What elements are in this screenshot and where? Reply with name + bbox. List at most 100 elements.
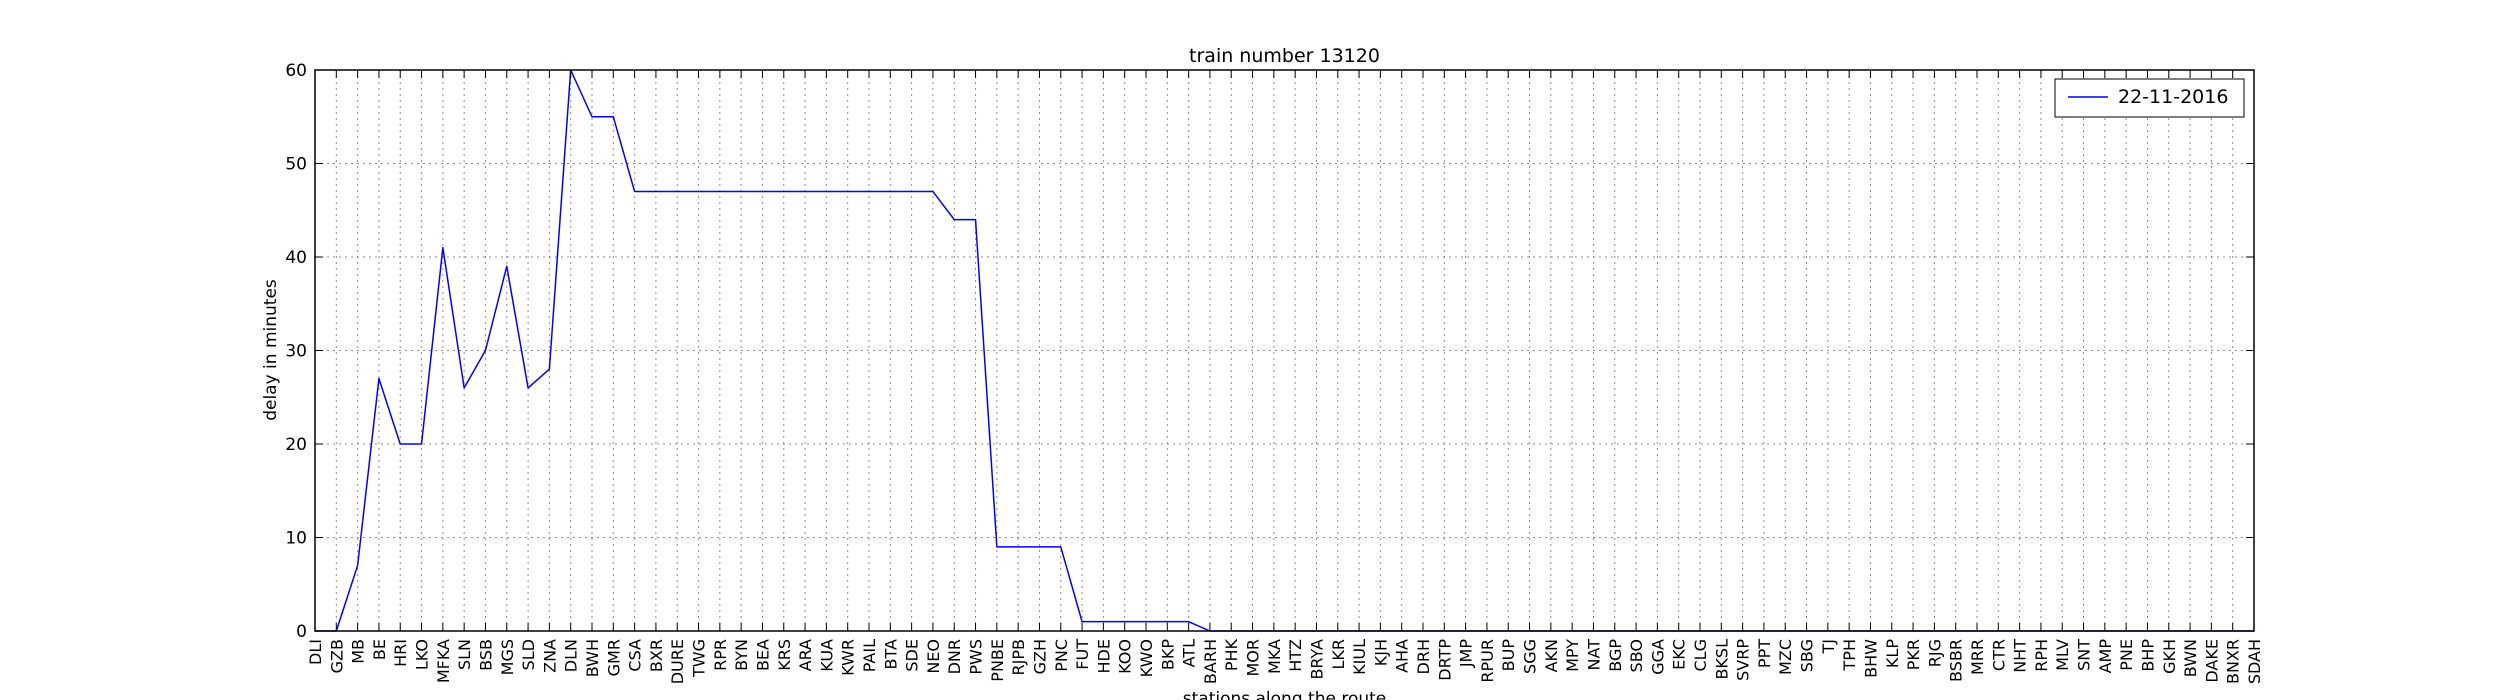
y-tick-label: 0 xyxy=(296,622,307,642)
x-tick-label: MGS xyxy=(498,639,517,675)
data-point xyxy=(591,115,594,118)
x-tick-label: KIUL xyxy=(1350,639,1369,675)
x-tick-label: TWG xyxy=(690,639,709,678)
x-tick-label: NAT xyxy=(1584,639,1603,671)
x-tick-label: PNC xyxy=(1052,639,1071,672)
x-tick-label: GKH xyxy=(2160,639,2179,674)
x-tick-label: KRS xyxy=(775,639,794,671)
x-tick-label: LKR xyxy=(1329,639,1348,670)
x-tick-label: DRTP xyxy=(1435,639,1454,681)
x-tick-label: KUA xyxy=(817,639,836,672)
x-tick-label: BSBR xyxy=(1947,639,1966,682)
x-tick-label: EKC xyxy=(1670,639,1689,670)
data-point xyxy=(633,190,636,193)
data-point xyxy=(676,190,679,193)
data-point xyxy=(804,190,807,193)
data-point xyxy=(612,115,615,118)
x-tick-label: BXR xyxy=(647,639,666,672)
x-tick-label: CSA xyxy=(626,639,645,672)
x-tick-label: LKO xyxy=(413,639,432,670)
data-point xyxy=(825,190,828,193)
x-tick-label: SDE xyxy=(903,639,922,672)
data-point xyxy=(356,564,359,567)
legend: 22-11-2016 xyxy=(2054,78,2245,118)
data-point xyxy=(1145,620,1148,623)
x-tick-label: MOR xyxy=(1244,639,1263,677)
data-point xyxy=(548,368,551,371)
x-tick-label: RPH xyxy=(2032,639,2051,672)
y-tick-label: 60 xyxy=(285,61,307,81)
x-tick-label: ARA xyxy=(796,639,815,671)
x-tick-label: MZC xyxy=(1776,639,1795,675)
x-tick-label: BKP xyxy=(1158,639,1177,670)
y-tick-label: 40 xyxy=(285,248,307,268)
x-tick-label: RJG xyxy=(1925,639,1944,667)
x-tick-label: DLI xyxy=(306,639,325,665)
data-point xyxy=(740,190,743,193)
x-tick-label: SLN xyxy=(455,639,474,670)
x-tick-label: KLP xyxy=(1883,639,1902,668)
x-tick-label: BE xyxy=(370,639,389,660)
x-tick-label: AHA xyxy=(1393,639,1412,673)
x-tick-label: BUP xyxy=(1499,639,1518,672)
x-tick-label: SGG xyxy=(1521,639,1540,674)
x-tick-label: NEO xyxy=(924,639,943,674)
data-point xyxy=(953,218,956,221)
data-point xyxy=(761,190,764,193)
x-tick-label: DURE xyxy=(668,639,687,684)
x-tick-label: SNT xyxy=(2075,639,2094,671)
x-tick-label: SVRP xyxy=(1734,639,1753,681)
data-point xyxy=(1081,620,1084,623)
x-tick-label: PWS xyxy=(967,639,986,675)
data-point xyxy=(889,190,892,193)
data-point xyxy=(399,443,402,446)
data-point xyxy=(654,190,657,193)
x-tick-label: BKSL xyxy=(1712,639,1731,680)
legend-box xyxy=(2054,78,2245,118)
data-point xyxy=(782,190,785,193)
data-point xyxy=(441,246,444,249)
y-tick-label: 50 xyxy=(285,155,307,175)
data-point xyxy=(995,545,998,548)
x-tick-label: BRYA xyxy=(1307,639,1326,680)
x-tick-label: RJPB xyxy=(1009,639,1028,675)
x-axis-label: stations along the route xyxy=(1183,689,1387,700)
x-tick-label: DRH xyxy=(1414,639,1433,674)
data-point xyxy=(974,218,977,221)
x-tick-label: ZNA xyxy=(540,639,559,673)
data-point xyxy=(527,386,530,389)
x-tick-label: TJ xyxy=(1819,639,1838,655)
x-tick-label: TPH xyxy=(1840,639,1859,671)
x-tick-label: BTA xyxy=(881,639,900,670)
data-point xyxy=(1166,620,1169,623)
x-tick-label: AMP xyxy=(2096,639,2115,674)
x-tick-label: MB xyxy=(349,639,368,664)
x-tick-label: RPR xyxy=(711,639,730,671)
x-tick-label: BWH xyxy=(583,639,602,677)
x-tick-label: GMR xyxy=(604,639,623,676)
x-tick-label: BNXR xyxy=(2224,639,2243,684)
data-point xyxy=(910,190,913,193)
data-point xyxy=(1187,620,1190,623)
x-tick-label: MFKA xyxy=(434,639,453,683)
x-tick-label: KOO xyxy=(1116,639,1135,674)
x-tick-label: DNR xyxy=(945,639,964,674)
x-tick-label: HRI xyxy=(391,639,410,667)
x-tick-label: MPY xyxy=(1563,639,1582,672)
x-tick-label: PKR xyxy=(1904,639,1923,670)
data-point xyxy=(868,190,871,193)
x-tick-label: BSB xyxy=(476,639,495,671)
data-point xyxy=(420,443,423,446)
x-tick-label: GZH xyxy=(1030,639,1049,674)
x-tick-label: MRR xyxy=(1968,639,1987,675)
x-tick-label: CTR xyxy=(1989,639,2008,671)
x-tick-label: BHW xyxy=(1861,639,1880,678)
x-tick-label: JMP xyxy=(1457,639,1476,669)
x-tick-label: KWR xyxy=(839,639,858,676)
legend-label: 22-11-2016 xyxy=(2118,86,2228,108)
x-tick-label: FUT xyxy=(1073,639,1092,670)
x-tick-label: BGP xyxy=(1606,639,1625,672)
y-tick-label: 30 xyxy=(285,342,307,362)
x-tick-label: GGA xyxy=(1648,639,1667,675)
x-tick-label: PNE xyxy=(2117,639,2136,671)
